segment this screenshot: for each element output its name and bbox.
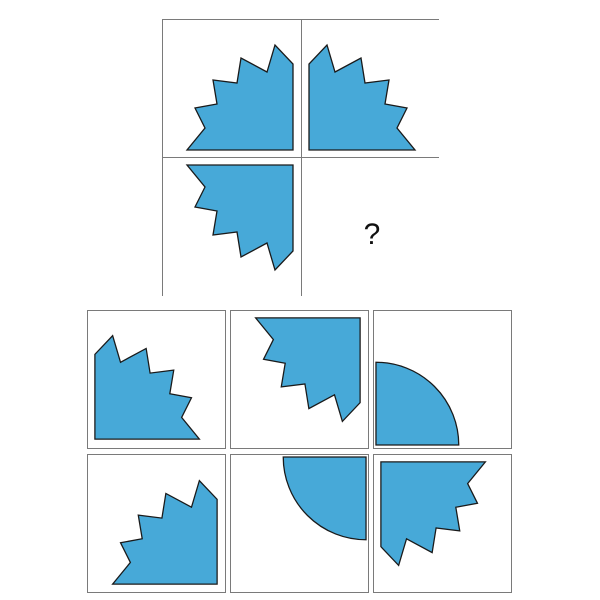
sawtooth-quarter-icon [254,317,361,423]
sawtooth-quarter-icon [185,43,294,151]
option-1[interactable] [87,310,226,449]
option-6[interactable] [373,454,512,593]
grid-divider-horizontal [163,157,438,158]
sawtooth-quarter-icon [111,479,218,585]
quarter-disc-icon [282,456,367,541]
puzzle-cell-bottom-left [163,158,301,297]
quarter-disc-icon [375,361,460,446]
sawtooth-quarter-icon [185,164,294,272]
puzzle-cell-top-left [163,20,301,157]
option-4[interactable] [87,454,226,593]
puzzle-cell-missing: ? [302,158,440,297]
puzzle-grid: ? [162,19,440,297]
option-3[interactable] [373,310,512,449]
question-mark: ? [363,217,381,251]
sawtooth-quarter-icon [380,461,487,567]
sawtooth-quarter-icon [94,334,201,440]
option-2[interactable] [230,310,369,449]
option-5[interactable] [230,454,369,593]
sawtooth-quarter-icon [308,43,417,151]
puzzle-cell-top-right [302,20,440,157]
